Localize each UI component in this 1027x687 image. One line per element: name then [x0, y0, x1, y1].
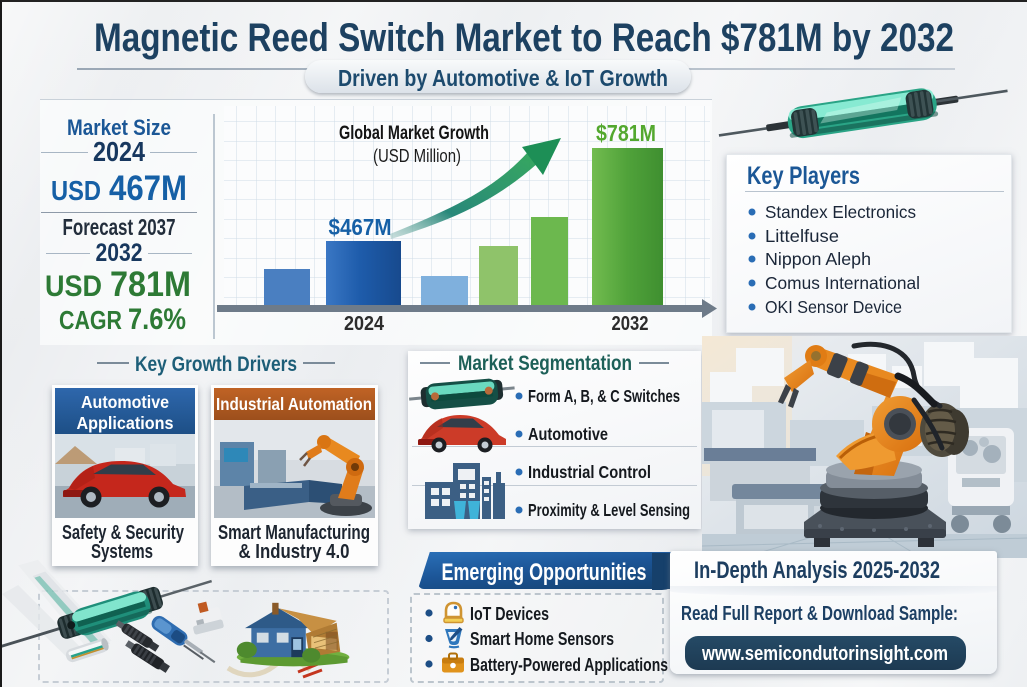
svg-text:In-Depth Analysis 2025-2032: In-Depth Analysis 2025-2032 [694, 557, 940, 584]
svg-text:Comus International: Comus International [765, 273, 920, 293]
svg-text:OKI Sensor Device: OKI Sensor Device [765, 297, 902, 317]
svg-text:Key Players: Key Players [747, 162, 860, 190]
svg-text:Key Growth Drivers: Key Growth Drivers [135, 353, 297, 376]
svg-text:781M: 781M [110, 265, 191, 304]
svg-text:Applications: Applications [77, 413, 174, 433]
svg-text:IoT Devices: IoT Devices [470, 603, 549, 624]
svg-text:www.semicondutorinsight.com: www.semicondutorinsight.com [701, 643, 948, 665]
svg-text:Industrial Automation: Industrial Automation [216, 394, 372, 414]
svg-text:Magnetic Reed Switch Market to: Magnetic Reed Switch Market to Reach $78… [94, 16, 954, 60]
svg-text:467M: 467M [109, 169, 187, 208]
svg-text:Industrial Control: Industrial Control [528, 462, 651, 482]
svg-text:USD: USD [51, 175, 101, 206]
svg-text:$467M: $467M [329, 214, 392, 240]
svg-text:Systems: Systems [91, 541, 153, 563]
svg-text:(USD Million): (USD Million) [373, 146, 461, 166]
svg-text:Read Full Report & Download Sa: Read Full Report & Download Sample: [681, 603, 958, 625]
svg-text:Safety & Security: Safety & Security [62, 522, 185, 544]
svg-text:Forecast 2037: Forecast 2037 [63, 214, 176, 240]
svg-text:Market Segmentation: Market Segmentation [458, 352, 632, 375]
svg-text:2024: 2024 [93, 136, 145, 167]
svg-text:Littelfuse: Littelfuse [765, 226, 839, 246]
svg-text:USD: USD [45, 270, 102, 303]
svg-text:Automotive: Automotive [81, 392, 169, 412]
svg-text:7.6%: 7.6% [128, 303, 186, 336]
svg-text:Global Market Growth: Global Market Growth [339, 123, 489, 144]
svg-text:CAGR: CAGR [59, 305, 122, 335]
svg-text:Form A, B, & C Switches: Form A, B, & C Switches [528, 386, 680, 406]
svg-text:Smart Manufacturing: Smart Manufacturing [218, 522, 370, 544]
svg-text:Nippon Aleph: Nippon Aleph [765, 249, 871, 269]
svg-text:2032: 2032 [96, 239, 143, 267]
svg-text:Emerging Opportunities: Emerging Opportunities [442, 559, 647, 586]
svg-text:2024: 2024 [344, 313, 385, 335]
svg-text:Driven by Automotive & IoT Gro: Driven by Automotive & IoT Growth [338, 65, 668, 91]
svg-text:& Industry 4.0: & Industry 4.0 [239, 541, 350, 563]
svg-text:2032: 2032 [612, 313, 649, 335]
svg-text:$781M: $781M [596, 120, 656, 146]
svg-text:Automotive: Automotive [528, 424, 608, 444]
svg-text:Standex Electronics: Standex Electronics [765, 202, 916, 222]
svg-text:Battery-Powered Applications: Battery-Powered Applications [470, 654, 668, 675]
svg-text:Market Size: Market Size [67, 115, 171, 140]
svg-text:Proximity & Level Sensing: Proximity & Level Sensing [528, 500, 690, 520]
svg-text:Smart Home Sensors: Smart Home Sensors [470, 628, 614, 649]
